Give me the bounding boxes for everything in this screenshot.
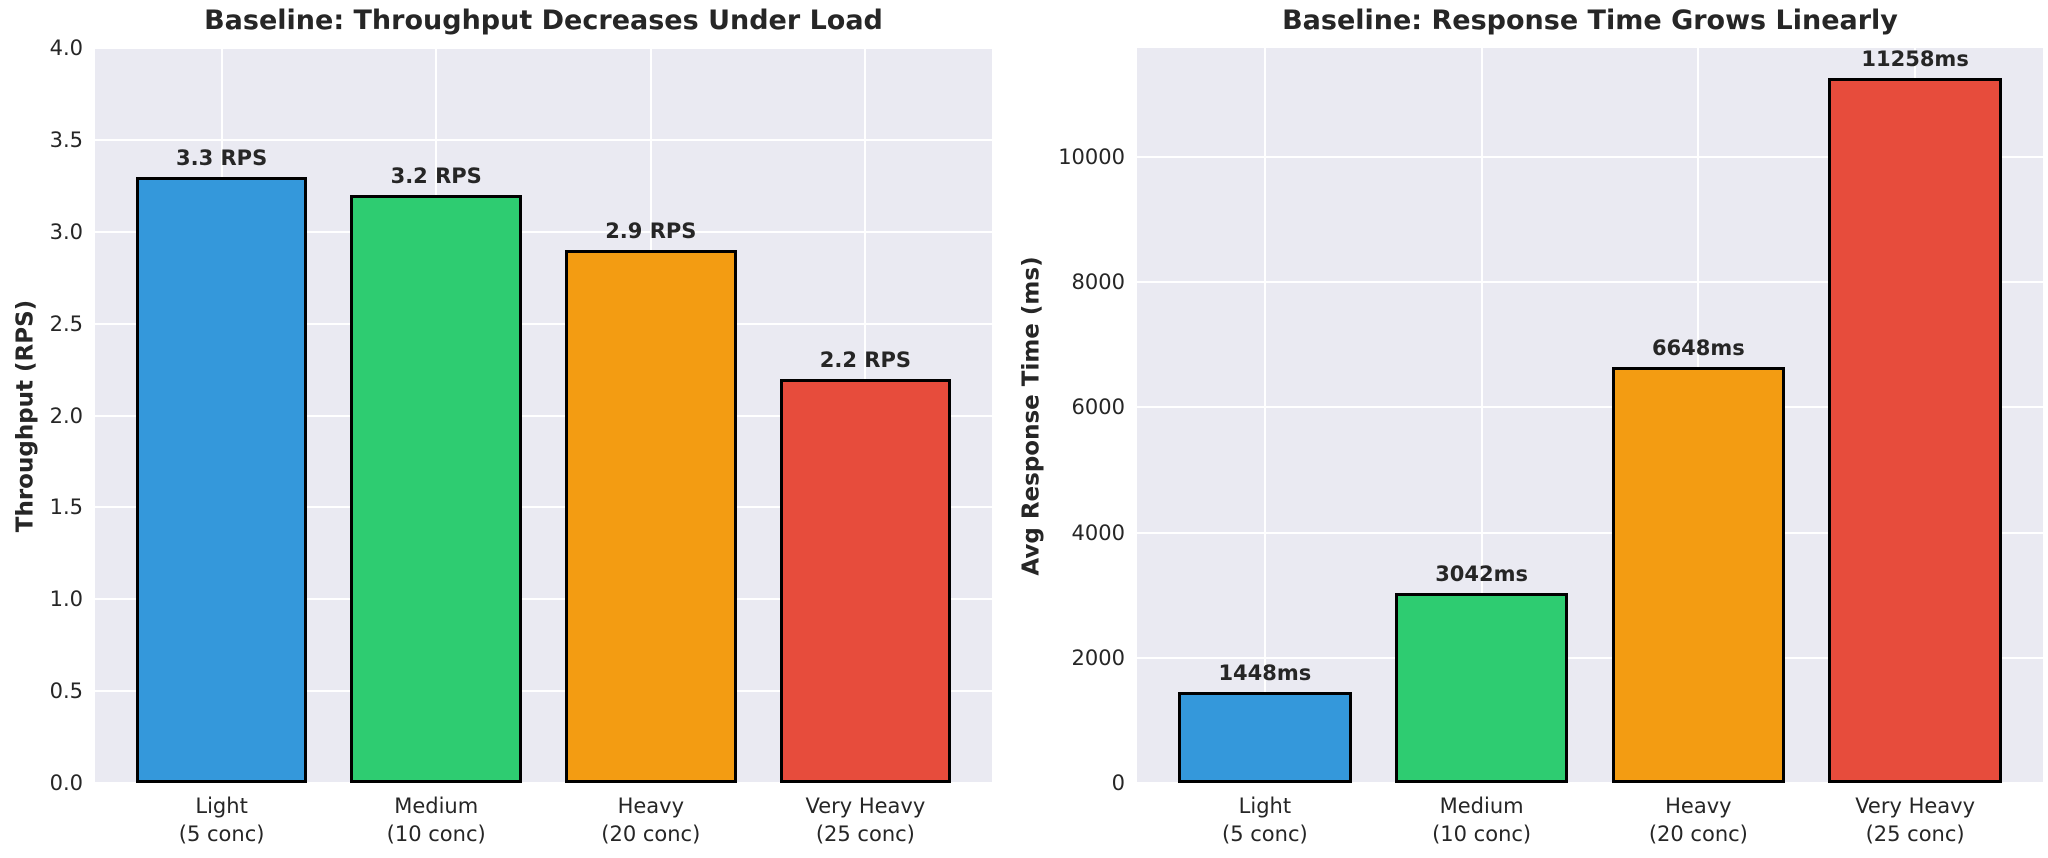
bar-light [1178, 692, 1352, 783]
gridline-horizontal [95, 598, 992, 601]
bar-very-heavy [1828, 78, 2002, 783]
gridline-vertical [1263, 48, 1266, 783]
gridline-horizontal [95, 48, 992, 49]
chart-title-response-time: Baseline: Response Time Grows Linearly [1282, 5, 1898, 36]
bar-value-label: 11258ms [1861, 48, 1969, 72]
chart-title-throughput: Baseline: Throughput Decreases Under Loa… [204, 5, 883, 36]
y-tick-label: 2000 [1071, 645, 1125, 670]
gridline-horizontal [95, 690, 992, 693]
gridline-horizontal [1137, 782, 2043, 783]
bar-heavy [1611, 366, 1786, 783]
x-tick-label: Medium (10 conc) [1432, 794, 1532, 846]
x-tick-label: Medium (10 conc) [386, 794, 486, 846]
gridline-horizontal [95, 138, 992, 141]
y-tick-label: 3.5 [49, 127, 83, 152]
y-tick-label: 3.0 [49, 219, 83, 244]
bar-medium [350, 195, 523, 783]
gridline-horizontal [1137, 656, 2043, 659]
y-tick-label: 4000 [1071, 520, 1125, 545]
y-tick-label: 1.0 [49, 587, 83, 612]
y-tick-label: 8000 [1071, 270, 1125, 295]
gridline-horizontal [1137, 281, 2043, 284]
bar-value-label: 3.2 RPS [390, 164, 482, 188]
gridline-horizontal [1137, 155, 2043, 158]
x-tick-label: Very Heavy (25 conc) [1855, 794, 1976, 846]
bar-very-heavy [779, 378, 952, 783]
bar-value-label: 2.9 RPS [605, 219, 697, 244]
y-tick-label: 0.5 [49, 679, 83, 704]
y-tick-label: 1.5 [49, 495, 83, 520]
gridline-horizontal [95, 506, 992, 509]
bar-value-label: 3042ms [1435, 561, 1529, 586]
gridline-horizontal [1137, 531, 2043, 534]
bar-value-label: 6648ms [1651, 335, 1745, 360]
y-tick-label: 2.0 [49, 403, 83, 428]
gridline-vertical [1480, 48, 1483, 783]
y-tick-label: 6000 [1071, 395, 1125, 420]
y-tick-label: 0 [1111, 771, 1125, 795]
y-tick-label: 2.5 [49, 311, 83, 336]
bar-medium [1394, 592, 1569, 783]
gridline-horizontal [1137, 406, 2043, 409]
bar-value-label: 3.3 RPS [176, 145, 268, 170]
bar-value-label: 1448ms [1218, 661, 1312, 686]
bar-value-label: 2.2 RPS [819, 347, 911, 372]
y-tick-label: 4.0 [49, 36, 83, 60]
x-tick-label: Heavy (20 conc) [601, 794, 701, 846]
x-tick-label: Heavy (20 conc) [1648, 794, 1748, 846]
x-tick-label: Light (5 conc) [178, 794, 265, 846]
y-tick-label: 10000 [1058, 144, 1125, 169]
bar-light [135, 176, 308, 783]
x-tick-label: Very Heavy (25 conc) [805, 794, 926, 846]
plot-area-response-time: 1448ms 3042ms 6648ms 11258ms [1137, 48, 2043, 783]
y-tick-label: 0.0 [49, 771, 83, 795]
x-tick-label: Light (5 conc) [1222, 794, 1308, 846]
gridline-horizontal [95, 322, 992, 325]
gridline-horizontal [95, 230, 992, 233]
gridline-horizontal [95, 414, 992, 417]
bar-heavy [564, 250, 737, 783]
gridline-horizontal [95, 782, 992, 783]
plot-area-throughput: 3.3 RPS 3.2 RPS 2.9 RPS 2.2 RPS [95, 48, 992, 783]
